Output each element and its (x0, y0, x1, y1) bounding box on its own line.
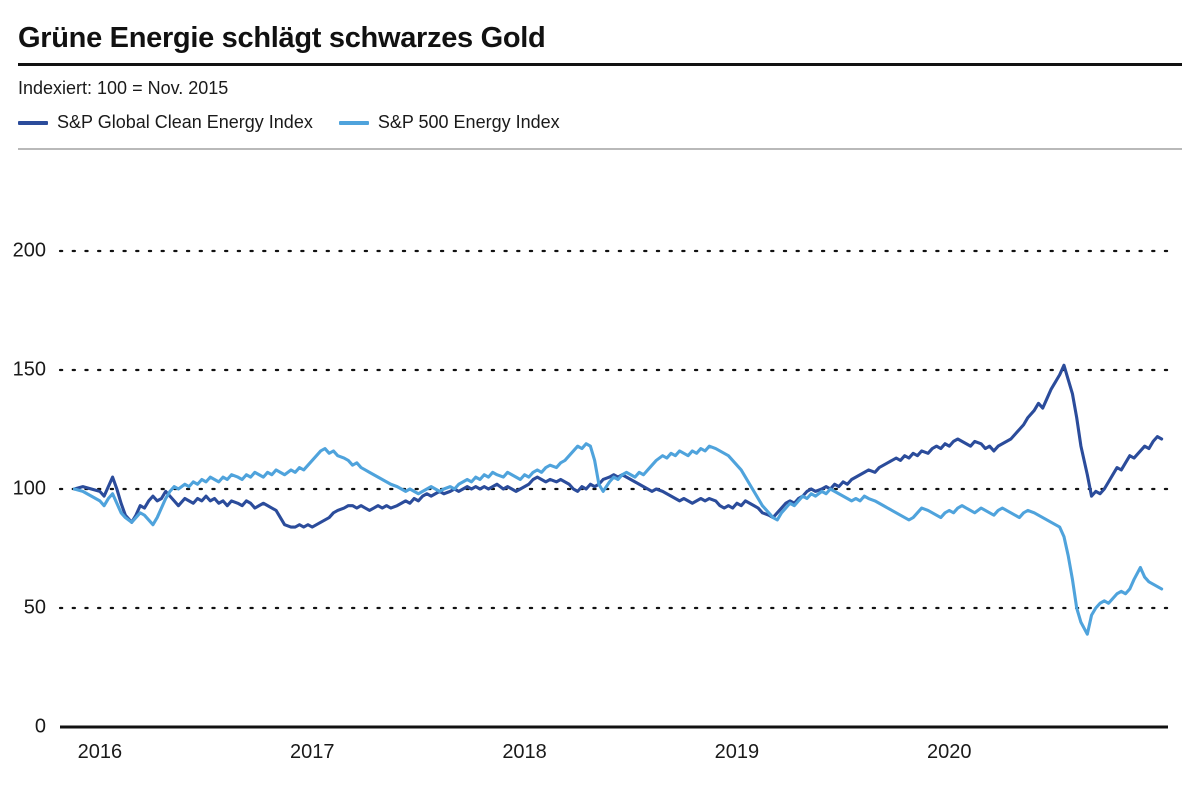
series-line-sp500-energy (72, 442, 1164, 636)
series-line-clean-energy (72, 363, 1164, 529)
y-axis-label-150: 150 (12, 358, 46, 381)
y-axis-label-200: 200 (12, 239, 46, 262)
page-title: Grüne Energie schlägt schwarzes Gold (18, 22, 546, 54)
chart-legend: S&P Global Clean Energy Index S&P 500 En… (18, 112, 560, 133)
chart-plot-area: 0 50 100 150 200 2016 2017 2018 2019 2020 (0, 150, 1200, 812)
legend-item-sp500-energy: S&P 500 Energy Index (338, 112, 560, 133)
legend-label-sp500-energy: S&P 500 Energy Index (377, 112, 560, 132)
y-axis-label-0: 0 (34, 715, 46, 738)
chart-svg (58, 249, 1170, 729)
legend-label-clean-energy: S&P Global Clean Energy Index (57, 112, 313, 132)
x-axis-label-2020: 2020 (927, 741, 972, 763)
y-axis-label-50: 50 (23, 596, 46, 619)
legend-item-clean-energy: S&P Global Clean Energy Index (18, 112, 313, 133)
x-axis-label-2019: 2019 (714, 741, 760, 763)
x-axis-label-2018: 2018 (502, 741, 547, 763)
x-axis-label-2017: 2017 (289, 741, 335, 763)
chart-subtitle: Indexiert: 100 = Nov. 2015 (18, 78, 229, 98)
legend-swatch-clean-energy (18, 120, 48, 125)
title-divider (18, 63, 1182, 66)
legend-divider (18, 148, 1182, 150)
x-axis-label-2016: 2016 (77, 741, 123, 763)
y-axis-label-100: 100 (12, 477, 46, 500)
legend-swatch-sp500-energy (338, 120, 369, 125)
